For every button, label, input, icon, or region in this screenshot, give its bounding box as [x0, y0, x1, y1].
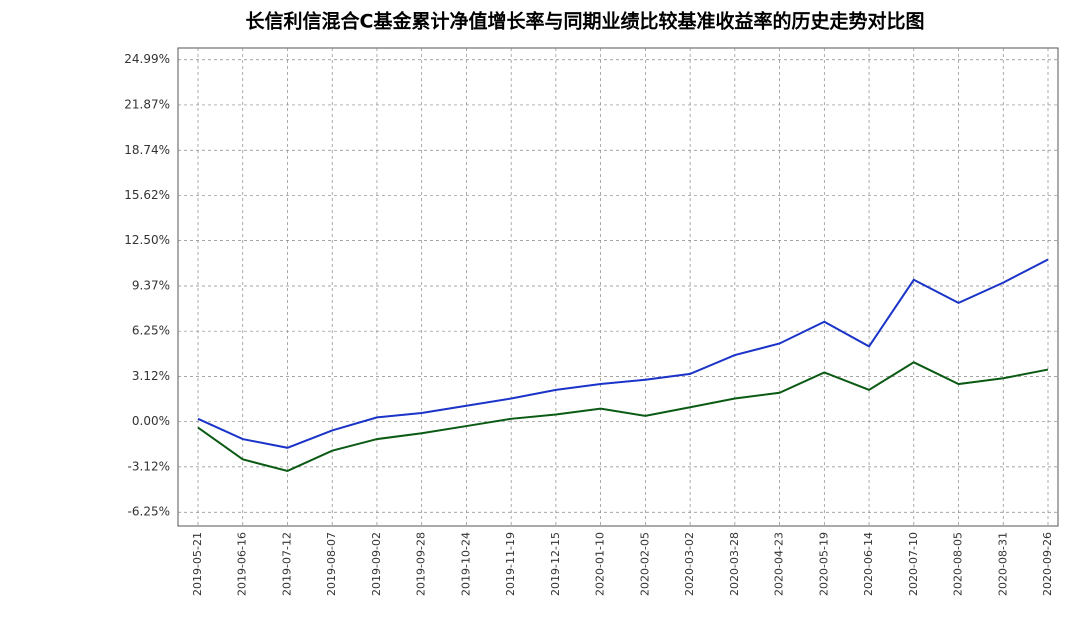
y-tick-label: 12.50% — [124, 233, 170, 247]
y-tick-label: 0.00% — [132, 414, 170, 428]
y-tick-label: 21.87% — [124, 97, 170, 111]
x-tick-label: 2019-09-28 — [415, 532, 428, 596]
x-tick-label: 2020-07-10 — [907, 532, 920, 596]
x-tick-label: 2020-08-05 — [952, 532, 965, 596]
y-tick-label: 9.37% — [132, 278, 170, 292]
x-tick-label: 2019-10-24 — [459, 532, 472, 596]
x-tick-label: 2019-09-02 — [370, 532, 383, 596]
x-tick-label: 2019-05-21 — [191, 532, 204, 596]
y-tick-label: -6.25% — [128, 505, 170, 519]
chart-title: 长信利信混合C基金累计净值增长率与同期业绩比较基准收益率的历史走势对比图 — [246, 10, 925, 33]
x-tick-label: 2020-06-14 — [862, 532, 875, 596]
series-line — [197, 258, 1049, 449]
x-tick-label: 2020-05-19 — [817, 532, 830, 596]
x-tick-label: 2020-09-26 — [1041, 532, 1054, 596]
series-line — [197, 361, 1049, 473]
x-tick-label: 2020-04-23 — [773, 532, 786, 596]
x-tick-label: 2020-02-05 — [638, 532, 651, 596]
y-tick-label: -3.12% — [128, 459, 170, 473]
x-tick-label: 2020-03-28 — [728, 532, 741, 596]
x-tick-label: 2019-06-16 — [236, 532, 249, 596]
x-tick-label: 2019-07-12 — [280, 532, 293, 596]
x-tick-label: 2019-11-19 — [504, 532, 517, 596]
x-tick-label: 2019-08-07 — [325, 532, 338, 596]
y-tick-label: 18.74% — [124, 143, 170, 157]
x-tick-label: 2020-08-31 — [996, 532, 1009, 596]
x-tick-label: 2020-03-02 — [683, 532, 696, 596]
y-tick-label: 24.99% — [124, 52, 170, 66]
x-tick-label: 2020-01-10 — [594, 532, 607, 596]
plot-frame — [177, 47, 1059, 527]
y-tick-label: 3.12% — [132, 369, 170, 383]
y-tick-label: 15.62% — [124, 188, 170, 202]
y-tick-label: 6.25% — [132, 324, 170, 338]
x-tick-label: 2019-12-15 — [549, 532, 562, 596]
